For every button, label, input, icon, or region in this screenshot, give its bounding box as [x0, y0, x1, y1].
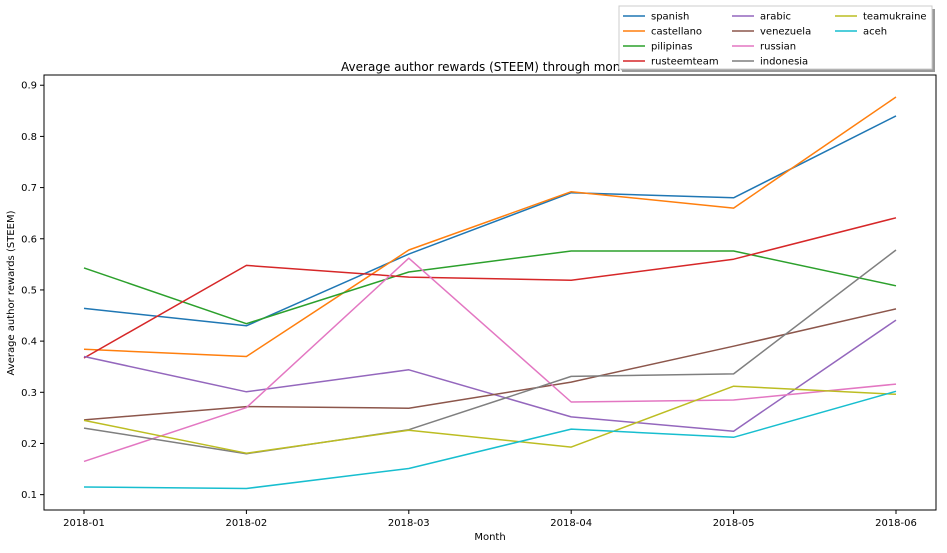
legend-label-arabic: arabic: [760, 12, 791, 23]
series-line-spanish: [83, 115, 897, 327]
y-tick-label: 0.1: [21, 490, 37, 501]
legend-label-spanish: spanish: [651, 12, 689, 23]
x-tick-label: 2018-01: [63, 518, 105, 529]
axes: 0.1 0.2 0.3 0.4 0.5 0.6 0.7 0.8 0.9 2018-01 2018-0…: [21, 74, 937, 529]
series-line-indonesia: [83, 249, 897, 455]
y-tick-label: 0.4: [21, 337, 37, 348]
legend-box: [618, 5, 933, 70]
legend-label-castellano: castellano: [651, 27, 702, 38]
series-line-pilipinas: [83, 250, 897, 325]
legend-label-rusteemteam: rusteemteam: [651, 57, 719, 68]
y-tick-label: 0.3: [21, 388, 37, 399]
x-tick-label: 2018-04: [550, 518, 592, 529]
series-line-aceh: [83, 390, 897, 490]
series-line-venezuela: [83, 308, 897, 421]
series-line-rusteemteam: [83, 217, 897, 359]
legend-label-indonesia: indonesia: [760, 57, 808, 68]
series-line-russian: [83, 257, 897, 463]
x-tick-label: 2018-02: [226, 518, 268, 529]
y-axis-label: Average author rewards (STEEM): [6, 210, 17, 375]
y-tick-label: 0.7: [21, 183, 37, 194]
y-tick-label: 0.9: [21, 81, 37, 92]
y-tick-label: 0.5: [21, 285, 37, 296]
plot-frame: [43, 74, 937, 511]
x-tick-label: 2018-03: [388, 518, 430, 529]
legend: spanish castellano pilipinas rusteemteam ara…: [618, 5, 935, 72]
series-line-castellano: [83, 96, 897, 358]
x-tick-label: 2018-05: [713, 518, 755, 529]
plot-area: [83, 96, 897, 490]
y-tick-label: 0.8: [21, 132, 37, 143]
legend-label-pilipinas: pilipinas: [651, 42, 692, 53]
legend-label-teamukraine: teamukraine: [863, 12, 927, 23]
y-tick-label: 0.6: [21, 234, 37, 245]
chart-title: Average author rewards (STEEM) through m…: [341, 60, 639, 74]
legend-label-russian: russian: [760, 42, 796, 53]
series-line-teamukraine: [83, 385, 897, 454]
y-tick-label: 0.2: [21, 439, 37, 450]
x-tick-label: 2018-06: [875, 518, 917, 529]
x-axis-label: Month: [474, 532, 505, 543]
legend-label-venezuela: venezuela: [760, 27, 811, 38]
legend-label-aceh: aceh: [863, 27, 887, 38]
series-line-arabic: [83, 319, 897, 432]
